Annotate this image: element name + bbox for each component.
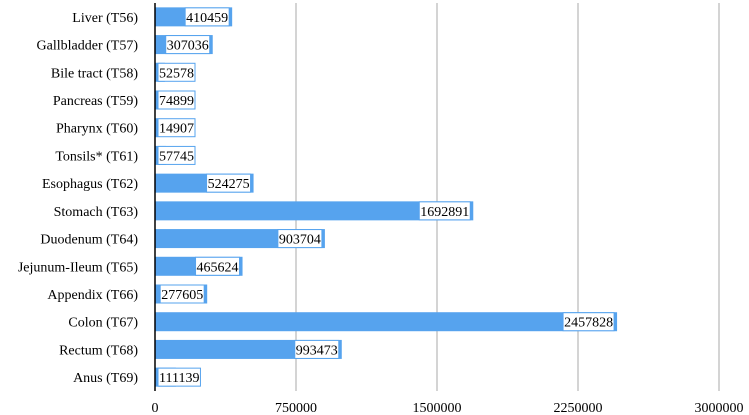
bar-4 (155, 118, 158, 138)
data-label-8: 903704 (279, 233, 321, 248)
category-label-13: Anus (T69) (73, 371, 138, 386)
x-tick-label-0: 0 (152, 401, 159, 415)
data-label-box-9 (195, 256, 241, 276)
category-label-9: Jejunum-Ileum (T65) (18, 260, 138, 275)
x-tick-label-4: 3000000 (695, 401, 744, 415)
category-label-3: Pancreas (T59) (53, 94, 138, 109)
data-label-box-2 (157, 62, 196, 82)
data-label-2: 52578 (159, 66, 194, 81)
category-labels: Liver (T56) Gallbladder (T57) Bile tract (… (18, 11, 138, 386)
data-label-box-3 (157, 90, 196, 110)
data-label-10: 277605 (161, 288, 203, 303)
x-tick-label-1: 750000 (275, 401, 317, 415)
data-label-box-5 (157, 145, 196, 165)
data-label-12: 993473 (296, 343, 338, 358)
x-tick-label-3: 2250000 (554, 401, 603, 415)
category-label-10: Appendix (T66) (47, 288, 138, 303)
data-label-box-11 (562, 312, 615, 332)
data-label-box-10 (159, 284, 205, 304)
x-tick-labels: 0 750000 1500000 2250000 3000000 (152, 401, 744, 415)
data-label-3: 74899 (159, 94, 194, 109)
category-label-2: Bile tract (T58) (51, 66, 138, 81)
category-label-1: Gallbladder (T57) (37, 39, 139, 54)
category-label-11: Colon (T67) (68, 316, 138, 331)
data-label-1: 307036 (167, 39, 209, 54)
category-label-0: Liver (T56) (72, 11, 138, 26)
data-label-box-4 (157, 118, 196, 138)
data-label-4: 14907 (159, 122, 194, 137)
data-label-box-12 (294, 339, 340, 359)
data-label-box-0 (184, 7, 230, 27)
category-label-4: Pharynx (T60) (56, 122, 138, 137)
category-label-8: Duodenum (T64) (40, 233, 138, 248)
data-label-box-8 (277, 229, 323, 249)
data-label-5: 57745 (159, 149, 194, 164)
bars (155, 7, 618, 387)
category-label-7: Stomach (T63) (54, 205, 139, 220)
data-label-11: 2457828 (564, 316, 613, 331)
data-label-0: 410459 (186, 11, 228, 26)
data-label-7: 1692891 (420, 205, 469, 220)
category-label-12: Rectum (T68) (59, 343, 138, 358)
bar-7 (155, 201, 474, 221)
category-label-5: Tonsils* (T61) (55, 149, 138, 164)
data-label-9: 465624 (197, 260, 239, 275)
data-label-box-7 (418, 201, 471, 221)
data-label-box-1 (165, 35, 211, 55)
data-label-6: 524275 (208, 177, 250, 192)
category-label-6: Esophagus (T62) (42, 177, 138, 192)
grid-lines (295, 3, 720, 391)
bar-11 (155, 312, 618, 332)
data-label-13: 111139 (159, 371, 199, 386)
data-label-box-6 (206, 173, 252, 193)
data-labels: 410459 307036 52578 74899 14907 57745 524275 16… (157, 7, 615, 387)
x-tick-label-2: 1500000 (413, 401, 462, 415)
data-label-box-13 (157, 367, 201, 387)
